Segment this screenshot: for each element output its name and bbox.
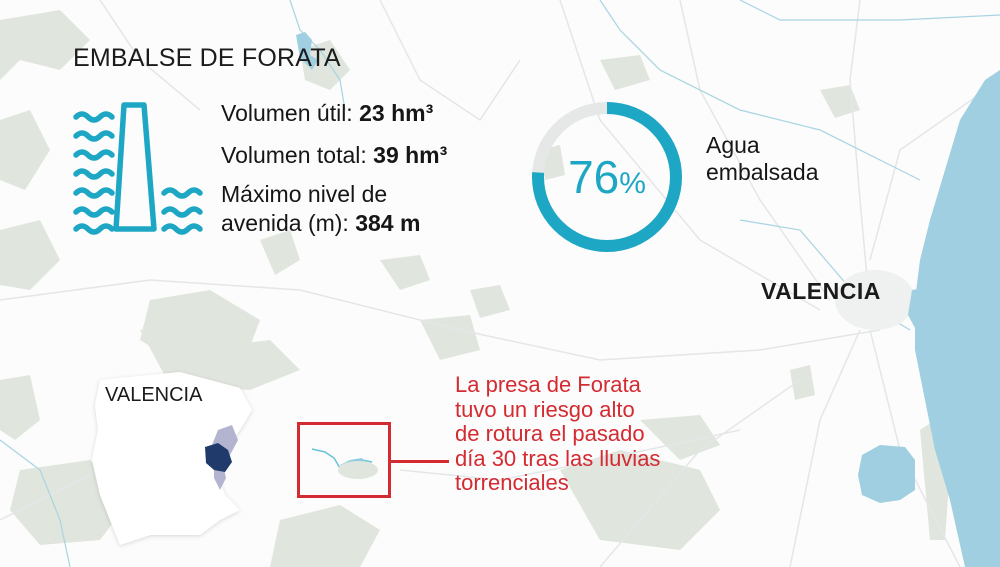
urban-area (835, 270, 915, 330)
stat-label: Volumen útil: (221, 100, 360, 126)
stat-label-line2: avenida (m): (221, 210, 356, 236)
reservoir-title: EMBALSE DE FORATA (73, 44, 341, 72)
spain-inset (92, 372, 252, 545)
stat-volumen-total: Volumen total: 39 hm³ (221, 140, 447, 170)
gauge-unit: % (619, 167, 646, 200)
callout-text: La presa de Forata tuvo un riesgo alto d… (455, 372, 661, 496)
stat-maximo-nivel: Máximo nivel de avenida (m): 384 m (221, 180, 521, 238)
stat-volumen-util: Volumen útil: 23 hm³ (221, 98, 433, 128)
stat-label-line1: Máximo nivel de (221, 181, 388, 207)
dam-icon (73, 102, 203, 235)
callout-line: de rotura el pasado (455, 421, 645, 446)
gauge-label: Agua embalsada (706, 132, 819, 186)
stat-value: 384 m (355, 210, 421, 236)
reservoir-shape (296, 32, 318, 70)
stat-label: Volumen total: (221, 142, 374, 168)
callout-line: torrenciales (455, 470, 569, 495)
gauge-arc (532, 102, 682, 252)
sea (915, 70, 1000, 567)
stat-value: 39 hm³ (373, 142, 448, 168)
locator-box (297, 422, 391, 498)
callout-connector-line (391, 460, 449, 463)
city-label-valencia: VALENCIA (761, 278, 881, 304)
stat-value: 23 hm³ (359, 100, 434, 126)
callout-line: día 30 tras las lluvias (455, 445, 661, 471)
callout-line: La presa de Forata (455, 372, 641, 397)
callout-line: tuvo un riesgo alto (455, 396, 635, 422)
gauge-number: 76 (568, 151, 620, 203)
water-gauge-ring (532, 102, 682, 252)
valencia-province-highlight (205, 443, 232, 472)
albufera-lagoon (858, 445, 915, 503)
gauge-label-line2: embalsada (706, 159, 819, 185)
gauge-label-line1: Agua (706, 132, 760, 158)
port (908, 288, 935, 328)
inset-label-valencia: VALENCIA (105, 384, 203, 406)
gauge-percentage: 76% (529, 150, 685, 211)
